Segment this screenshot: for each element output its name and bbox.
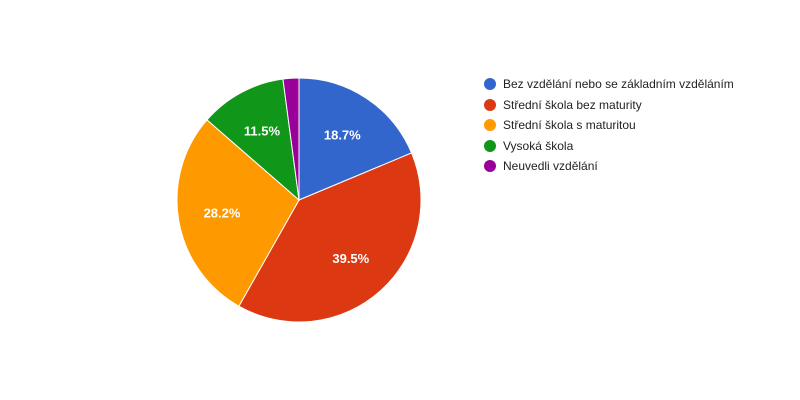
pie-slice-0[interactable] bbox=[298, 77, 413, 201]
pie-slice-labels: 18.7% 39.5% 28.2% 11.5% bbox=[204, 124, 370, 266]
pie-slice-3[interactable] bbox=[206, 78, 300, 202]
legend-marker-stredni-bez-maturity bbox=[484, 98, 496, 111]
legend-item-bez-vzdelani[interactable]: Bez vzdělání nebo se základním vzděláním bbox=[484, 74, 734, 95]
pie-slice-label-2: 28.2% bbox=[204, 206, 241, 221]
pie-slice-1[interactable] bbox=[238, 152, 422, 323]
pie-slice-label-1: 39.5% bbox=[332, 251, 369, 266]
legend-marker-vysoka-skola bbox=[484, 139, 496, 152]
legend-item-vysoka-skola[interactable]: Vysoká škola bbox=[484, 136, 734, 157]
pie-slice-label-3: 11.5% bbox=[244, 124, 281, 139]
legend-item-stredni-s-maturitou[interactable]: Střední škola s maturitou bbox=[484, 115, 734, 136]
pie-slice-label-0: 18.7% bbox=[324, 128, 361, 143]
pie-slice-2[interactable] bbox=[176, 119, 300, 307]
legend-item-neuvedli[interactable]: Neuvedli vzdělání bbox=[484, 156, 734, 177]
legend-item-stredni-bez-maturity[interactable]: Střední škola bez maturity bbox=[484, 95, 734, 116]
chart-legend: Bez vzdělání nebo se základním vzděláním… bbox=[484, 74, 734, 177]
pie-slices bbox=[176, 77, 422, 323]
pie-slice-4[interactable] bbox=[282, 77, 300, 201]
legend-label-bez-vzdelani: Bez vzdělání nebo se základním vzděláním bbox=[503, 77, 734, 92]
legend-marker-bez-vzdelani bbox=[484, 78, 496, 91]
legend-label-neuvedli: Neuvedli vzdělání bbox=[503, 159, 598, 174]
legend-marker-neuvedli bbox=[484, 160, 496, 173]
legend-label-vysoka-skola: Vysoká škola bbox=[503, 138, 574, 153]
legend-marker-stredni-s-maturitou bbox=[484, 119, 496, 132]
legend-label-stredni-bez-maturity: Střední škola bez maturity bbox=[503, 97, 642, 112]
legend-label-stredni-s-maturitou: Střední škola s maturitou bbox=[503, 118, 636, 133]
